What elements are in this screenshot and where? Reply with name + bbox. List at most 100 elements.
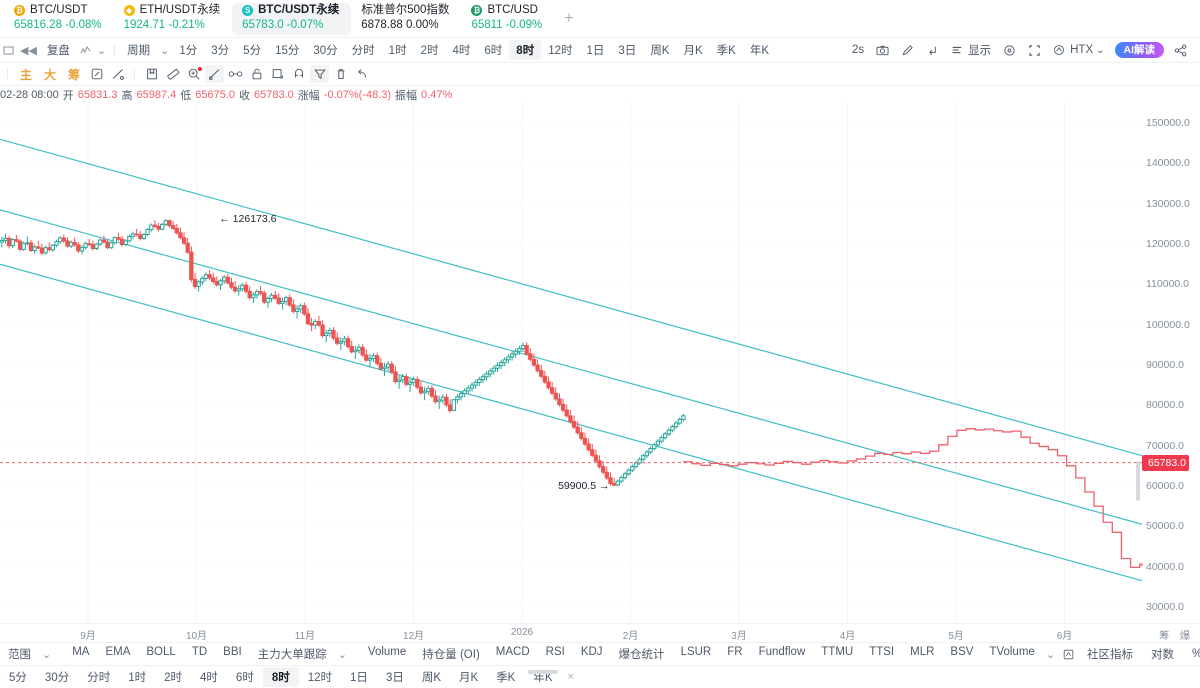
timeframe-30分[interactable]: 30分: [44, 672, 70, 684]
period-item-1时[interactable]: 1时: [388, 45, 407, 57]
measure-icon[interactable]: [226, 65, 245, 83]
percent-scale-toggle[interactable]: %: [1184, 646, 1200, 662]
indicator-LSUR[interactable]: LSUR: [680, 646, 712, 658]
screenshot-icon[interactable]: [871, 42, 894, 59]
target-icon[interactable]: [998, 42, 1021, 59]
indicator-TTSI[interactable]: TTSI: [869, 646, 895, 658]
draw-pencil-icon[interactable]: [896, 42, 919, 59]
indicator-BBI[interactable]: BBI: [223, 646, 242, 658]
period-item-年K[interactable]: 年K: [749, 45, 769, 57]
timeframe-3日[interactable]: 3日: [385, 672, 404, 684]
period-item-12时[interactable]: 12时: [548, 45, 573, 57]
replay-rewind-icon[interactable]: ◀◀: [20, 44, 37, 57]
period-item-月K[interactable]: 月K: [683, 45, 703, 57]
close-timeframe-bar-button[interactable]: ×: [567, 671, 574, 683]
period-item-6时[interactable]: 6时: [484, 45, 503, 57]
indicator-EMA[interactable]: EMA: [105, 646, 131, 658]
period-item-季K[interactable]: 季K: [716, 45, 736, 57]
timeframe-周K[interactable]: 周K: [421, 672, 442, 684]
indicator-template-icon[interactable]: [77, 45, 94, 56]
symbol-tab-btc-usdt-perp[interactable]: S BTC/USDT永续 65783.0 -0.07%: [232, 2, 352, 35]
price-chart[interactable]: 150000.0 140000.0 130000.0 120000.0 110000.0…: [0, 103, 1200, 623]
period-item-1日[interactable]: 1日: [586, 45, 605, 57]
display-settings-button[interactable]: 显示: [946, 40, 996, 60]
trash-icon[interactable]: [331, 65, 350, 83]
indicator-MACD[interactable]: MACD: [495, 646, 530, 658]
chevron-down-icon[interactable]: ⌄: [160, 44, 170, 57]
timeframe-8时[interactable]: 8时: [262, 667, 299, 687]
log-scale-toggle[interactable]: 对数: [1151, 649, 1175, 661]
indicator-主力大单跟踪[interactable]: 主力大单跟踪: [257, 649, 327, 661]
horizontal-scrollbar[interactable]: [528, 670, 558, 674]
period-item-30分[interactable]: 30分: [313, 45, 338, 57]
timeframe-6时[interactable]: 6时: [235, 672, 254, 684]
symbol-tab-btc-usdt[interactable]: ₿ BTC/USDT 65816.28 -0.08%: [4, 3, 114, 35]
chevron-down-icon[interactable]: ⌄: [96, 44, 107, 57]
symbol-tab-eth-usdt-perp[interactable]: ◆ ETH/USDT永续 1924.71 -0.21%: [114, 3, 233, 35]
period-item-分时[interactable]: 分时: [351, 45, 375, 57]
indicator-TTMU[interactable]: TTMU: [821, 646, 854, 658]
exchange-selector[interactable]: HTX ⌄: [1048, 42, 1109, 58]
ai-analysis-badge[interactable]: AI解读: [1114, 42, 1164, 58]
chevron-down-icon[interactable]: ⌄: [1045, 648, 1056, 661]
period-item-3日[interactable]: 3日: [618, 45, 637, 57]
period-item-1分[interactable]: 1分: [179, 45, 198, 57]
replay-button[interactable]: 复盘: [46, 45, 70, 57]
indicator-KDJ[interactable]: KDJ: [580, 646, 603, 658]
period-item-8时[interactable]: 8时: [509, 40, 542, 60]
indicator-爆仓统计[interactable]: 爆仓统计: [618, 649, 665, 661]
period-dropdown-label[interactable]: 周期: [127, 45, 151, 57]
add-symbol-tab-button[interactable]: +: [564, 9, 574, 27]
timeframe-4时[interactable]: 4时: [200, 672, 218, 684]
timeframe-1时[interactable]: 1时: [128, 672, 147, 684]
chevron-down-icon[interactable]: ⌄: [337, 648, 347, 661]
time-axis[interactable]: 筹 爆 9月 10月 11月 12月 2026 2月 3月 4月 5月 6月: [0, 623, 1200, 642]
filter-icon[interactable]: [310, 65, 330, 83]
chip-distribution-tool[interactable]: 筹: [68, 67, 81, 82]
indicator-RSI[interactable]: RSI: [545, 646, 565, 658]
indicator-TVolume[interactable]: TVolume: [989, 646, 1035, 658]
eraser-icon[interactable]: [205, 65, 225, 83]
timeframe-5分[interactable]: 5分: [9, 672, 27, 684]
bookmark-icon[interactable]: [142, 65, 161, 83]
indicator-FR[interactable]: FR: [727, 646, 743, 658]
undo-icon[interactable]: [921, 42, 944, 59]
indicator-Fundflow[interactable]: Fundflow: [758, 646, 806, 658]
big-order-tool[interactable]: 大: [44, 67, 57, 82]
indicator-MA[interactable]: MA: [72, 646, 90, 658]
timeframe-分时[interactable]: 分时: [87, 672, 111, 684]
indicator-MLR[interactable]: MLR: [910, 646, 935, 658]
chart-canvas[interactable]: [0, 103, 1200, 623]
indicator-Volume[interactable]: Volume: [367, 646, 407, 658]
community-indicator-icon[interactable]: [1060, 649, 1077, 660]
chevron-down-icon[interactable]: ⌄: [42, 648, 52, 661]
fullscreen-icon[interactable]: [1023, 42, 1046, 59]
undo-icon[interactable]: [352, 65, 371, 83]
indicator-BOLL[interactable]: BOLL: [146, 646, 176, 658]
period-item-5分[interactable]: 5分: [243, 45, 262, 57]
timeframe-月K[interactable]: 月K: [459, 672, 479, 684]
vertical-scrollbar[interactable]: [1136, 461, 1140, 501]
magnet-icon[interactable]: [87, 65, 106, 83]
symbol-tab-sp500[interactable]: 标准普尔500指数 6878.88 0.00%: [351, 3, 461, 35]
symbol-tab-btc-usd[interactable]: ₿ BTC/USD 65811 -0.09%: [461, 3, 554, 35]
period-item-4时[interactable]: 4时: [452, 45, 471, 57]
main-force-tool[interactable]: 主: [20, 67, 33, 82]
timeframe-2时[interactable]: 2时: [164, 672, 183, 684]
ruler-icon[interactable]: [163, 65, 182, 83]
period-item-15分[interactable]: 15分: [275, 45, 300, 57]
price-axis[interactable]: 150000.0 140000.0 130000.0 120000.0 110000.0…: [1142, 103, 1200, 623]
timeframe-1日[interactable]: 1日: [350, 672, 368, 684]
community-indicator-label[interactable]: 社区指标: [1087, 649, 1134, 661]
lock-icon[interactable]: [247, 65, 266, 83]
range-label[interactable]: 范围: [8, 649, 31, 661]
indicator-BSV[interactable]: BSV: [950, 646, 974, 658]
indicator-持仓量 (OI)[interactable]: 持仓量 (OI): [422, 649, 480, 661]
pencil-line-icon[interactable]: [108, 65, 127, 83]
refresh-interval[interactable]: 2s: [851, 44, 865, 56]
copy-icon[interactable]: [268, 65, 287, 83]
indicator-TD[interactable]: TD: [191, 646, 208, 658]
period-item-3分[interactable]: 3分: [211, 45, 230, 57]
share-icon[interactable]: [1169, 42, 1192, 59]
period-item-周K[interactable]: 周K: [650, 45, 670, 57]
